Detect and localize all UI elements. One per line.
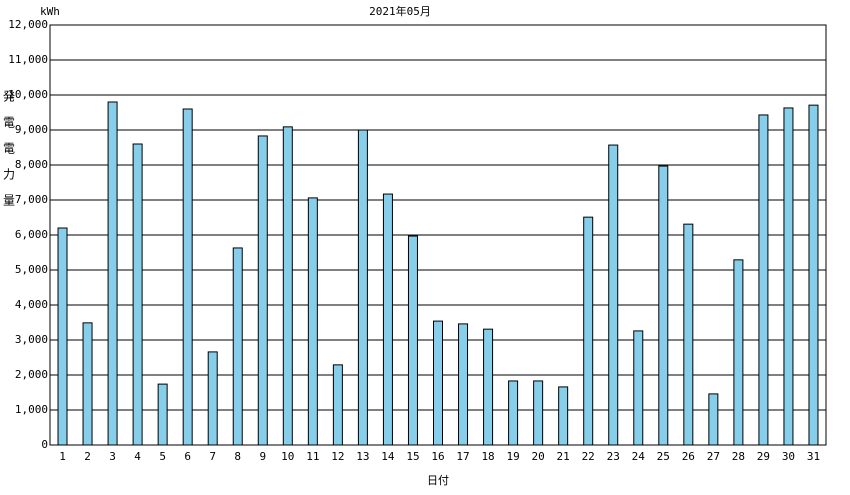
bar [107,101,118,446]
bar [182,108,193,446]
x-tick-label: 25 [657,450,670,463]
x-tick-label: 18 [481,450,494,463]
x-tick-label: 21 [557,450,570,463]
bar [232,247,243,446]
y-tick-label: 6,000 [15,228,48,241]
bar [132,143,143,446]
bar [683,223,694,446]
x-tick-label: 19 [506,450,519,463]
y-tick-label: 11,000 [8,53,48,66]
x-tick-label: 22 [582,450,595,463]
y-tick-label: 0 [41,438,48,451]
bar [733,259,744,446]
x-tick-label: 23 [607,450,620,463]
x-tick-label: 2 [84,450,91,463]
bar [207,351,218,446]
y-tick-label: 2,000 [15,368,48,381]
x-tick-label: 4 [134,450,141,463]
bar [257,135,268,446]
bar [783,107,794,446]
x-tick-label: 14 [381,450,395,463]
y-tick-label: 9,000 [15,123,48,136]
x-tick-label: 26 [682,450,695,463]
x-tick-label: 31 [807,450,820,463]
bar [583,216,594,446]
x-tick-label: 30 [782,450,795,463]
x-tick-label: 1 [59,450,66,463]
y-tick-label: 12,000 [8,18,48,31]
bar [57,227,68,446]
bar [533,380,544,446]
x-tick-label: 11 [306,450,319,463]
bar [82,322,93,446]
bar [332,364,343,446]
x-tick-label: 20 [532,450,545,463]
y-tick-label: 10,000 [8,88,48,101]
x-tick-label: 9 [259,450,266,463]
x-tick-label: 10 [281,450,294,463]
x-tick-label: 7 [209,450,216,463]
bar [407,235,418,446]
y-tick-label: 8,000 [15,158,48,171]
bar [758,114,769,446]
bar [382,193,393,446]
y-tick-label: 1,000 [15,403,48,416]
bar [307,197,318,446]
bar [558,386,569,446]
x-tick-label: 15 [406,450,419,463]
x-tick-label: 12 [331,450,344,463]
y-tick-label: 4,000 [15,298,48,311]
bar [458,323,469,446]
bar [357,129,368,446]
bar [508,380,519,446]
x-tick-label: 27 [707,450,720,463]
chart-title: 2021年05月 [369,4,431,18]
x-tick-label: 6 [184,450,191,463]
bar [608,144,619,446]
bar [157,383,168,446]
x-tick-label: 17 [456,450,469,463]
bar [808,104,819,446]
x-tick-label: 24 [632,450,646,463]
y-tick-label: 7,000 [15,193,48,206]
y-axis-label: 発電電力量 [2,90,16,220]
bar [483,328,494,446]
x-tick-label: 16 [431,450,444,463]
x-axis-label: 日付 [427,474,449,487]
y-tick-label: 5,000 [15,263,48,276]
x-tick-label: 28 [732,450,745,463]
y-tick-label: 3,000 [15,333,48,346]
x-tick-label: 13 [356,450,369,463]
x-tick-label: 3 [109,450,116,463]
bar [708,393,719,446]
bar [633,330,644,446]
bar [433,320,443,446]
x-tick-label: 29 [757,450,770,463]
x-tick-label: 8 [234,450,241,463]
y-unit: kWh [40,5,60,18]
bar [282,126,293,446]
bar [658,165,669,446]
x-tick-label: 5 [159,450,166,463]
